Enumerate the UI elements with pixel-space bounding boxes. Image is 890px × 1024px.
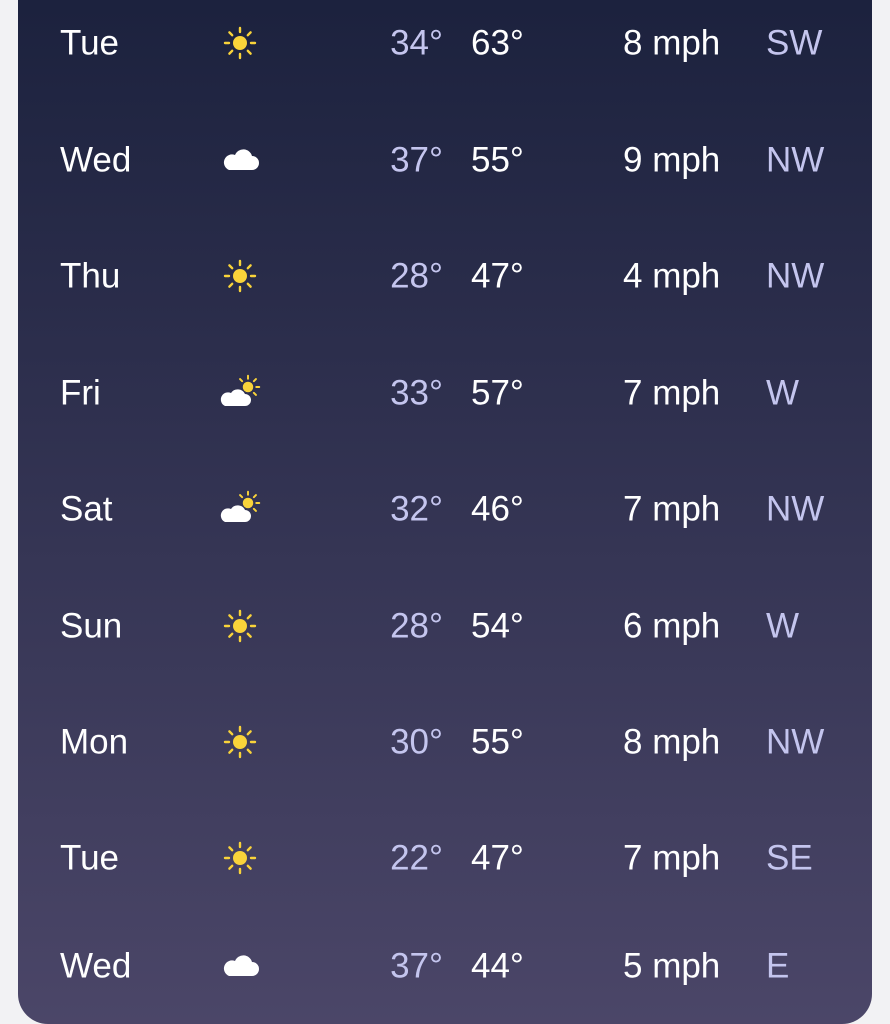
wind-speed: 7 mph xyxy=(623,839,720,878)
forecast-row: Tue 22° 47° 7 mph SE xyxy=(60,839,813,878)
forecast-row: Sun 28° 54° 6 mph W xyxy=(60,607,799,646)
low-temp: 32° xyxy=(390,490,443,529)
day-label: Tue xyxy=(60,839,119,878)
day-label: Thu xyxy=(60,257,120,296)
forecast-row: Mon 30° 55° 8 mph NW xyxy=(60,723,824,762)
wind-speed: 7 mph xyxy=(623,374,720,413)
low-temp: 28° xyxy=(390,257,443,296)
high-temp: 63° xyxy=(471,24,524,63)
weather-icon xyxy=(223,26,257,60)
wind-direction: W xyxy=(766,607,799,646)
wind-speed: 4 mph xyxy=(623,257,720,296)
high-temp: 46° xyxy=(471,490,524,529)
day-label: Wed xyxy=(60,947,131,986)
wind-direction: NW xyxy=(766,490,824,529)
forecast-row: Thu 28° 47° 4 mph NW xyxy=(60,257,824,296)
forecast-row: Fri 33° 57° 7 mph W xyxy=(60,374,799,413)
wind-speed: 8 mph xyxy=(623,723,720,762)
weather-icon xyxy=(223,259,257,293)
low-temp: 33° xyxy=(390,374,443,413)
day-label: Wed xyxy=(60,141,131,180)
wind-direction: NW xyxy=(766,723,824,762)
low-temp: 34° xyxy=(390,24,443,63)
forecast-rows: Tue 34° 63° 8 mph SW Wed 37° 55° 9 mph NW Thu 28° 47… xyxy=(60,24,824,986)
high-temp: 57° xyxy=(471,374,524,413)
high-temp: 54° xyxy=(471,607,524,646)
day-label: Sun xyxy=(60,607,122,646)
low-temp: 28° xyxy=(390,607,443,646)
day-label: Mon xyxy=(60,723,128,762)
forecast-row: Wed 37° 55° 9 mph NW xyxy=(60,141,824,180)
forecast-row: Tue 34° 63° 8 mph SW xyxy=(60,24,822,63)
wind-speed: 8 mph xyxy=(623,24,720,63)
high-temp: 55° xyxy=(471,141,524,180)
weather-icon xyxy=(223,725,257,759)
low-temp: 37° xyxy=(390,141,443,180)
wind-direction: SW xyxy=(766,24,822,63)
wind-direction: E xyxy=(766,947,789,986)
wind-speed: 9 mph xyxy=(623,141,720,180)
wind-speed: 7 mph xyxy=(623,490,720,529)
low-temp: 37° xyxy=(390,947,443,986)
forecast-row: Wed 37° 44° 5 mph E xyxy=(60,947,789,986)
low-temp: 22° xyxy=(390,839,443,878)
weather-icon xyxy=(223,609,257,643)
wind-direction: W xyxy=(766,374,799,413)
wind-direction: NW xyxy=(766,141,824,180)
wind-direction: NW xyxy=(766,257,824,296)
forecast-card xyxy=(18,0,872,1024)
wind-speed: 5 mph xyxy=(623,947,720,986)
high-temp: 44° xyxy=(471,947,524,986)
day-label: Sat xyxy=(60,490,113,529)
wind-direction: SE xyxy=(766,839,813,878)
high-temp: 47° xyxy=(471,257,524,296)
low-temp: 30° xyxy=(390,723,443,762)
day-label: Fri xyxy=(60,374,101,413)
forecast-row: Sat 32° 46° 7 mph NW xyxy=(60,490,824,529)
high-temp: 47° xyxy=(471,839,524,878)
high-temp: 55° xyxy=(471,723,524,762)
weather-icon xyxy=(223,841,257,875)
wind-speed: 6 mph xyxy=(623,607,720,646)
day-label: Tue xyxy=(60,24,119,63)
